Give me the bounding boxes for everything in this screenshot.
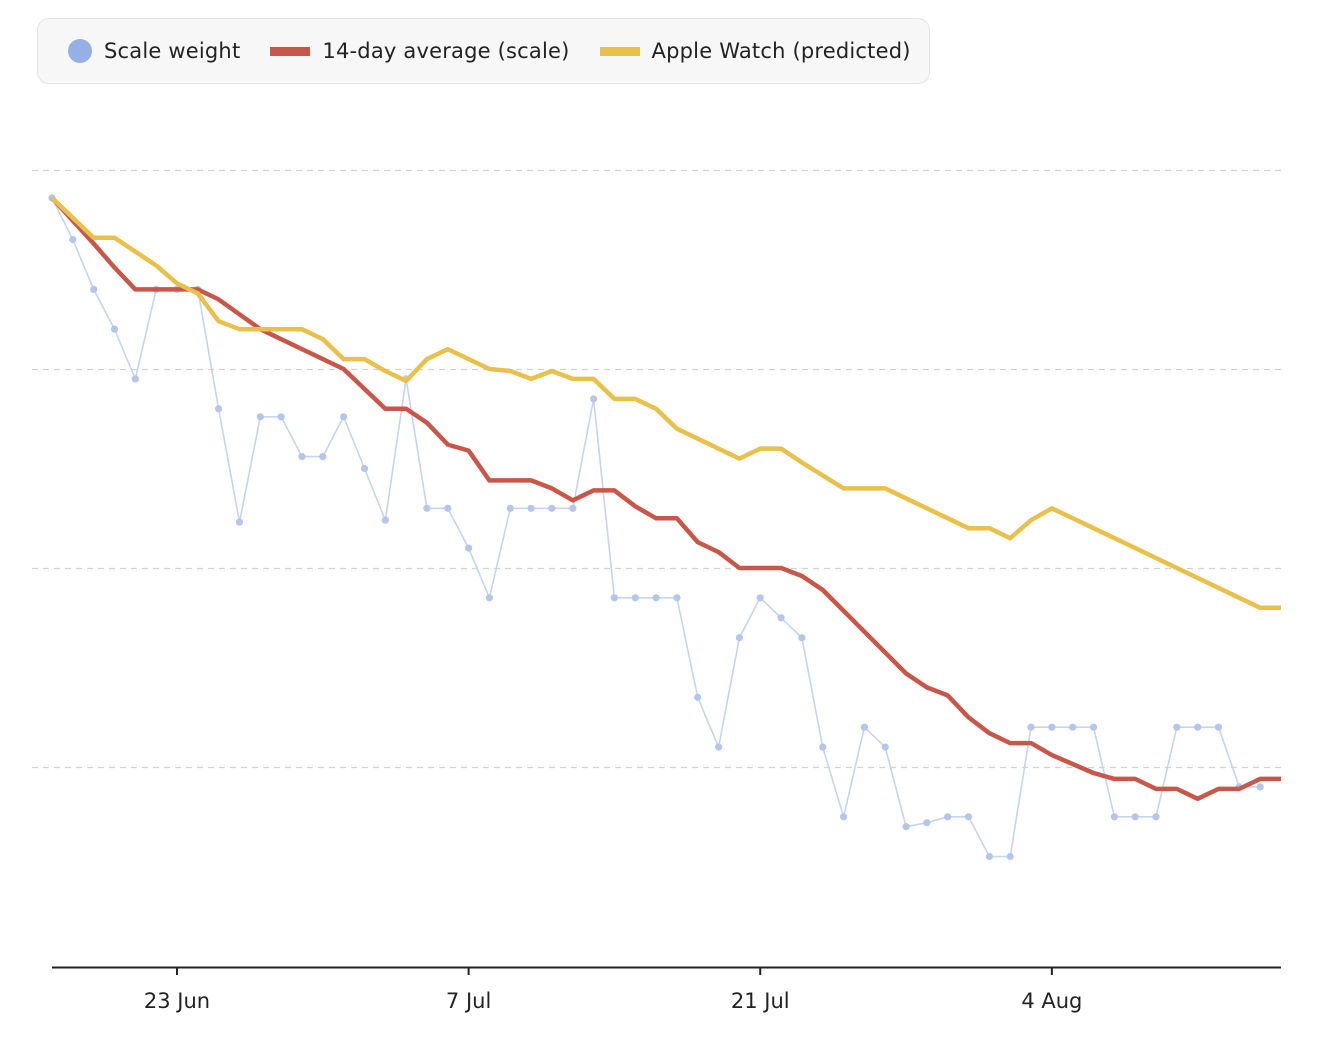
x-tick-label: 23 Jun (144, 989, 210, 1013)
scale-weight-point (1256, 783, 1264, 791)
scale-weight-point (756, 594, 764, 602)
series-layer (48, 194, 1281, 861)
scale-weight-point (1006, 852, 1014, 861)
scale-weight-point (1131, 813, 1139, 821)
scale-weight-point (1089, 723, 1098, 731)
scale-weight-point (673, 594, 681, 602)
scale-weight-point (256, 413, 264, 421)
scale-weight-point (235, 518, 244, 526)
scale-weight-point (1194, 723, 1202, 731)
scale-weight-point (527, 504, 535, 512)
scale-weight-point (110, 325, 119, 333)
scale-weight-point (569, 504, 577, 512)
scale-weight-point (1027, 723, 1035, 731)
scale-weight-point (69, 236, 77, 244)
scale-weight-point (652, 594, 660, 602)
scale-weight-point (923, 819, 931, 827)
legend-label: Apple Watch (predicted) (651, 39, 911, 63)
scale-weight-point (319, 453, 327, 461)
scale-weight-point (1214, 723, 1223, 731)
scale-weight-point (902, 823, 910, 831)
series-scale-weight-line (51, 197, 1261, 858)
scale-weight-point (860, 723, 869, 731)
x-axis: 23 Jun 7 Jul 21 Jul 4 Aug (52, 966, 1281, 1013)
scale-weight-point (881, 743, 889, 751)
scale-weight-point (485, 594, 493, 602)
scale-weight-point (590, 395, 598, 403)
gridlines (32, 169, 1286, 769)
scale-weight-point (985, 852, 994, 861)
legend-item: 14-day average (scale) (270, 39, 569, 63)
scale-weight-point (798, 634, 806, 642)
scale-weight-point (1173, 723, 1181, 731)
x-tick-label: 21 Jul (731, 989, 790, 1013)
scale-weight-point (1048, 723, 1056, 731)
series-14-day-average-line (50, 196, 1281, 802)
legend-label: 14-day average (scale) (322, 39, 570, 63)
scale-weight-point (944, 813, 952, 821)
x-tick-label: 4 Aug (1021, 989, 1082, 1013)
scale-weight-point (277, 413, 285, 421)
scale-weight-point (819, 743, 827, 751)
scale-weight-point (964, 813, 973, 821)
scale-weight-point (694, 693, 702, 701)
scale-weight-point (610, 594, 619, 602)
scale-weight-point (1069, 723, 1077, 731)
scale-weight-point (340, 413, 348, 421)
scale-weight-point (840, 813, 848, 821)
chart-legend: Scale weight 14-day average (scale) Apple … (37, 18, 930, 84)
scale-weight-point (548, 504, 556, 512)
scale-weight-point (1110, 813, 1118, 821)
legend-dot-swatch (68, 39, 92, 63)
scale-weight-point (631, 594, 639, 602)
legend-item: Scale weight (68, 39, 240, 63)
scale-weight-point (735, 634, 744, 642)
scale-weight-point (715, 743, 723, 751)
scale-weight-point (465, 544, 473, 552)
scale-weight-point (381, 516, 389, 524)
scale-weight-point (215, 405, 223, 413)
x-tick-label: 7 Jul (446, 989, 491, 1013)
scale-weight-point (777, 614, 785, 622)
scale-weight-point (1152, 813, 1160, 821)
scale-weight-point (298, 453, 306, 461)
scale-weight-point (90, 285, 98, 293)
scale-weight-point (423, 504, 431, 512)
legend-line-swatch (270, 46, 311, 56)
scale-weight-point (360, 464, 369, 473)
scale-weight-point (444, 504, 452, 512)
series-apple-watch-line (50, 196, 1281, 611)
legend-item: Apple Watch (predicted) (599, 39, 911, 63)
scale-weight-point (131, 375, 139, 383)
scale-weight-point (506, 504, 514, 512)
legend-line-swatch (599, 46, 640, 56)
legend-label: Scale weight (104, 39, 241, 63)
